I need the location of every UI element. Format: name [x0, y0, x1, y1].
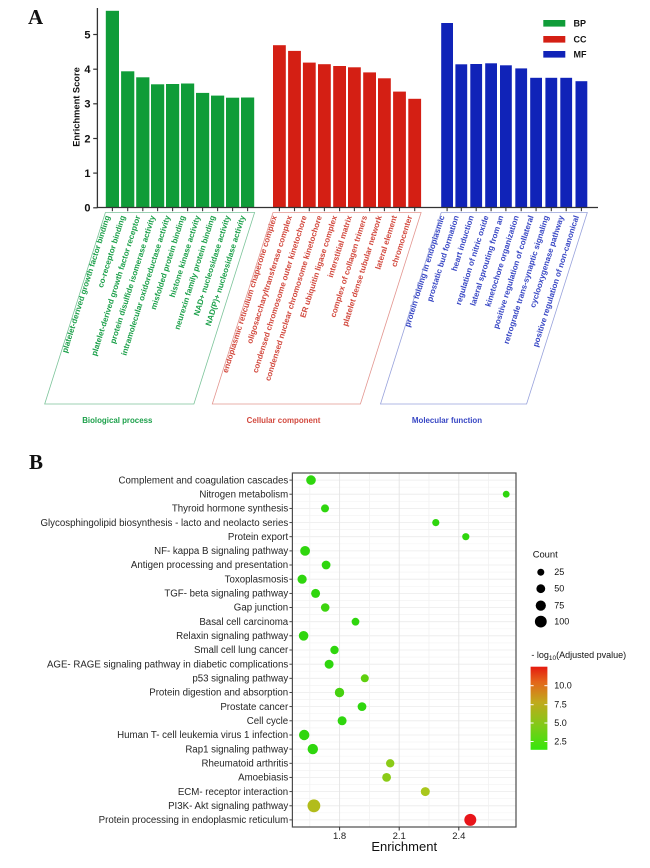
svg-text:CC: CC	[574, 35, 587, 45]
svg-text:Cell cycle: Cell cycle	[247, 716, 288, 727]
svg-text:Toxoplasmosis: Toxoplasmosis	[225, 574, 289, 585]
svg-text:Antigen processing and present: Antigen processing and presentation	[131, 560, 288, 571]
svg-text:Rap1 signaling pathway: Rap1 signaling pathway	[185, 744, 288, 755]
svg-text:25: 25	[554, 567, 564, 577]
svg-text:Complement and coagulation cas: Complement and coagulation cascades	[119, 475, 289, 486]
svg-text:Glycosphingolipid biosynthesis: Glycosphingolipid biosynthesis - lacto a…	[40, 518, 288, 529]
svg-text:Protein digestion and absorpti: Protein digestion and absorption	[149, 688, 288, 699]
svg-text:Thyroid hormone synthesis: Thyroid hormone synthesis	[172, 504, 288, 515]
svg-text:Nitrogen metabolism: Nitrogen metabolism	[199, 489, 288, 500]
svg-text:p53 signaling pathway: p53 signaling pathway	[192, 674, 288, 685]
svg-text:50: 50	[554, 584, 564, 594]
svg-text:Molecular function: Molecular function	[412, 416, 482, 425]
svg-text:1.8: 1.8	[333, 831, 346, 842]
svg-text:NF- kappa B signaling pathway: NF- kappa B signaling pathway	[154, 546, 288, 557]
svg-text:Small cell lung cancer: Small cell lung cancer	[194, 645, 289, 656]
svg-text:10.0: 10.0	[554, 681, 572, 691]
svg-text:Relaxin signaling pathway: Relaxin signaling pathway	[176, 631, 288, 642]
svg-text:A: A	[28, 5, 44, 29]
svg-text:Basal cell carcinoma: Basal cell carcinoma	[199, 617, 288, 628]
svg-text:Enrichment Score: Enrichment Score	[72, 67, 82, 147]
svg-text:Amoebiasis: Amoebiasis	[238, 773, 288, 784]
svg-text:- log10(Adjusted pvalue): - log10(Adjusted pvalue)	[531, 650, 626, 662]
svg-text:MF: MF	[574, 50, 587, 60]
svg-text:5.0: 5.0	[554, 718, 567, 728]
svg-text:Human T- cell leukemia virus 1: Human T- cell leukemia virus 1 infection	[117, 730, 288, 741]
svg-text:B: B	[29, 450, 43, 474]
svg-text:Count: Count	[533, 549, 558, 560]
svg-text:4: 4	[84, 64, 91, 76]
svg-text:Biological process: Biological process	[82, 416, 153, 425]
svg-text:2: 2	[84, 133, 90, 145]
svg-text:1: 1	[84, 168, 90, 180]
svg-text:PI3K- Akt signaling pathway: PI3K- Akt signaling pathway	[168, 801, 288, 812]
svg-text:Prostate cancer: Prostate cancer	[220, 702, 289, 713]
svg-text:Protein export: Protein export	[228, 532, 289, 543]
svg-text:Enrichment: Enrichment	[371, 839, 437, 854]
svg-text:3: 3	[84, 99, 90, 111]
svg-text:100: 100	[554, 617, 569, 627]
svg-text:Cellular component: Cellular component	[247, 416, 321, 425]
svg-text:2.1: 2.1	[393, 831, 406, 842]
svg-text:AGE- RAGE signaling pathway in: AGE- RAGE signaling pathway in diabetic …	[47, 659, 288, 670]
svg-text:Protein processing in endoplas: Protein processing in endoplasmic reticu…	[99, 815, 289, 826]
svg-text:2.5: 2.5	[554, 737, 567, 747]
svg-text:75: 75	[554, 601, 564, 611]
svg-text:ECM- receptor interaction: ECM- receptor interaction	[178, 787, 288, 798]
svg-text:2.4: 2.4	[452, 831, 465, 842]
svg-text:Rheumatoid arthritis: Rheumatoid arthritis	[202, 759, 289, 770]
svg-text:BP: BP	[574, 19, 587, 29]
svg-text:TGF- beta signaling pathway: TGF- beta signaling pathway	[164, 589, 288, 600]
svg-text:0: 0	[84, 203, 90, 215]
svg-text:5: 5	[84, 29, 90, 41]
svg-text:7.5: 7.5	[554, 700, 567, 710]
svg-text:Gap junction: Gap junction	[234, 603, 288, 614]
